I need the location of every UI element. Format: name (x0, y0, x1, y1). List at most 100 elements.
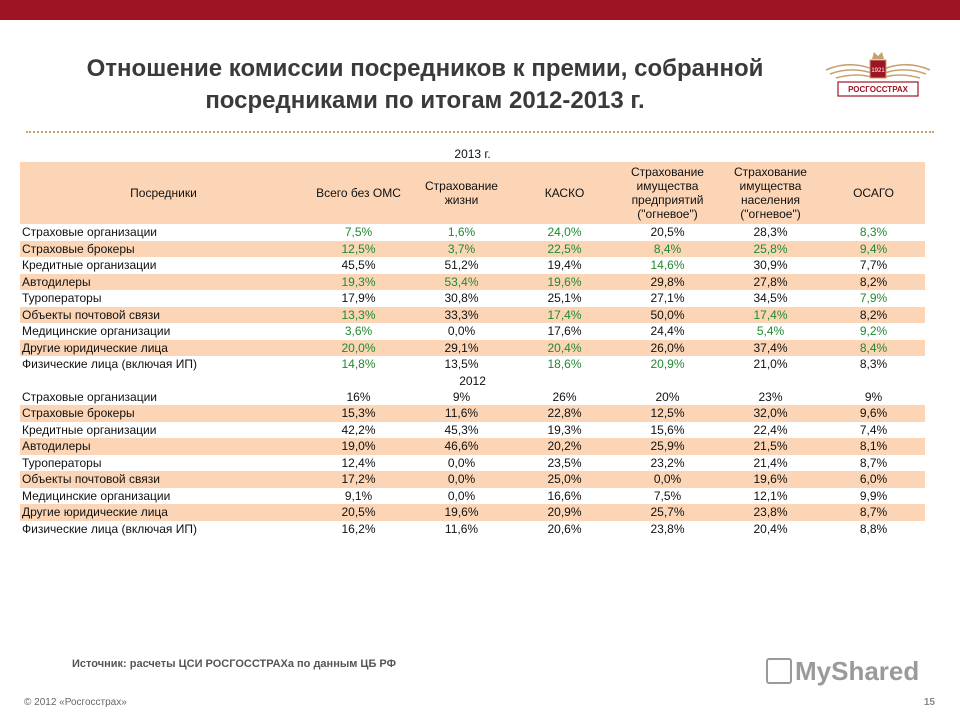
table-cell: 30,9% (753, 258, 788, 273)
table-cell: 28,3% (753, 225, 788, 240)
table-cell: 20,4% (753, 521, 788, 536)
table-cell: 9,9% (859, 488, 888, 503)
table-cell: 20,9% (513, 504, 616, 521)
table-cell: 8,2% (822, 273, 926, 290)
logo-text: РОСГОССТРАХ (848, 85, 909, 94)
table-row: Другие юридические лица 20,0% 29,1% 20,4% 26… (20, 339, 926, 356)
table-cell: 50,0% (616, 306, 719, 323)
table-cell: 9% (864, 389, 883, 404)
row-label: Страховые брокеры (20, 240, 307, 257)
section-2013-label-row: 2013 г. (20, 145, 925, 162)
table-row: Физические лица (включая ИП) 14,8% 13,5% 18… (20, 356, 925, 373)
table-cell: 23,5% (547, 455, 582, 470)
table-cell: 17,4% (719, 306, 822, 323)
table-row: Объекты почтовой связи 17,2% 0,0% 25,0% 0,0%… (20, 471, 926, 488)
row-label: Объекты почтовой связи (20, 306, 307, 323)
table-row: Медицинские организации 9,1% 0,0% 16,6% 7,5%… (20, 488, 925, 505)
table-cell: 7,7% (859, 258, 888, 273)
table-body-2013: Страховые организации 7,5% 1,6% 24,0% 20,5% 2… (20, 224, 926, 373)
row-label: Туроператоры (22, 455, 102, 470)
table-cell: 24,0% (547, 225, 582, 240)
table-cell: 16,6% (547, 488, 582, 503)
table-row: Объекты почтовой связи 13,3% 33,3% 17,4% 50,… (20, 306, 926, 323)
row-label: Кредитные организации (22, 422, 157, 437)
table-cell: 45,5% (341, 258, 376, 273)
row-label: Объекты почтовой связи (20, 471, 307, 488)
table-cell: 8,4% (616, 240, 719, 257)
table-cell: 9,1% (344, 488, 373, 503)
table-body-2012: Страховые организации 16% 9% 26% 20% 23% 9% Стр… (20, 389, 926, 538)
table-cell: 13,5% (444, 357, 479, 372)
table-cell: 23,2% (650, 455, 685, 470)
table-cell: 25,9% (616, 438, 719, 455)
table-cell: 7,5% (344, 225, 373, 240)
table-cell: 20% (655, 389, 680, 404)
table-cell: 19,4% (547, 258, 582, 273)
table-cell: 37,4% (719, 339, 822, 356)
section-2013-label: 2013 г. (454, 146, 491, 161)
table-cell: 17,6% (547, 324, 582, 339)
row-label: Медицинские организации (22, 488, 171, 503)
table-cell: 17,2% (307, 471, 410, 488)
table-cell: 9,6% (822, 405, 926, 422)
table-cell: 19,6% (719, 471, 822, 488)
table-cell: 9,4% (822, 240, 926, 257)
table-cell: 15,6% (650, 422, 685, 437)
table-cell: 3,7% (410, 240, 513, 257)
table-cell: 42,2% (341, 422, 376, 437)
table-cell: 12,5% (616, 405, 719, 422)
table-cell: 9,2% (859, 324, 888, 339)
header-life-insurance: Страхование жизни (410, 162, 513, 224)
table-cell: 7,5% (653, 488, 682, 503)
table-cell: 27,1% (650, 291, 685, 306)
table-cell: 30,8% (444, 291, 479, 306)
table-cell: 21,5% (719, 438, 822, 455)
title-line-1: Отношение комиссии посредников к премии,… (86, 55, 764, 82)
table-cell: 22,8% (513, 405, 616, 422)
table-row: Кредитные организации 42,2% 45,3% 19,3% 15,6… (20, 422, 925, 439)
watermark-text: MyShared (795, 656, 920, 686)
row-label: Страховые брокеры (20, 405, 307, 422)
table-cell: 51,2% (444, 258, 479, 273)
title-divider (26, 131, 934, 133)
table-cell: 23% (758, 389, 783, 404)
table-cell: 9% (452, 389, 471, 404)
table-cell: 1,6% (447, 225, 476, 240)
table-cell: 34,5% (753, 291, 788, 306)
table-cell: 23,8% (650, 521, 685, 536)
myshared-watermark: MyShared (766, 656, 919, 687)
table-cell: 18,6% (547, 357, 582, 372)
table-cell: 8,7% (822, 504, 926, 521)
section-2012-label-row: 2012 (20, 373, 925, 389)
table-cell: 20,6% (547, 521, 582, 536)
table-cell: 8,3% (859, 225, 888, 240)
source-note: Источник: расчеты ЦСИ РОСГОССТРАХа по да… (72, 658, 397, 670)
header-kasko: КАСКО (513, 162, 616, 224)
table-cell: 21,4% (753, 455, 788, 470)
commission-table: 2013 г. Посредники Всего без ОМС Страхов… (20, 145, 926, 538)
table-cell: 53,4% (410, 273, 513, 290)
table-cell: 22,5% (513, 240, 616, 257)
header-osago: ОСАГО (822, 162, 926, 224)
table-row: Страховые организации 16% 9% 26% 20% 23% 9% (20, 389, 925, 406)
row-label: Другие юридические лица (20, 339, 307, 356)
top-accent-bar (0, 0, 960, 20)
table-row: Страховые брокеры 15,3% 11,6% 22,8% 12,5% 32,… (20, 405, 926, 422)
table-cell: 16,2% (341, 521, 376, 536)
row-label: Автодилеры (20, 273, 307, 290)
table-cell: 8,8% (859, 521, 888, 536)
table-cell: 7,4% (859, 422, 888, 437)
table-cell: 20,4% (513, 339, 616, 356)
table-cell: 25,8% (719, 240, 822, 257)
table-cell: 45,3% (444, 422, 479, 437)
row-label: Автодилеры (20, 438, 307, 455)
table-row: Туроператоры 17,9% 30,8% 25,1% 27,1% 34,5% 7,9… (20, 290, 925, 307)
table-cell: 12,5% (307, 240, 410, 257)
table-cell: 11,6% (444, 521, 479, 536)
watermark-icon (766, 658, 792, 684)
table-cell: 20,5% (307, 504, 410, 521)
row-label: Страховые организации (22, 389, 157, 404)
table-cell: 14,6% (650, 258, 685, 273)
slide-title: Отношение комиссии посредников к премии,… (30, 53, 820, 117)
table-cell: 25,7% (616, 504, 719, 521)
